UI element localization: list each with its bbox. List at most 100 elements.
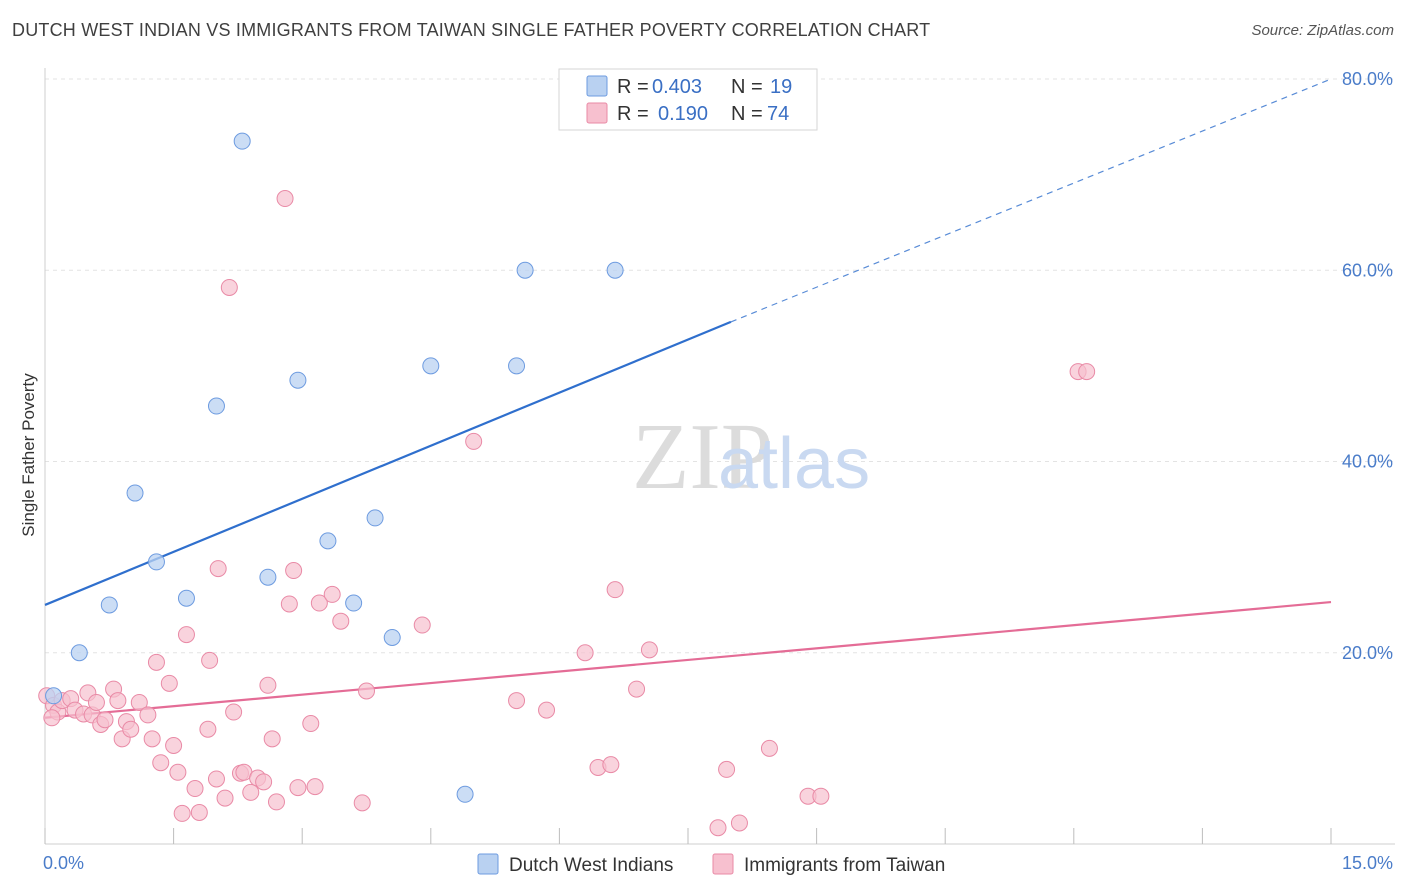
point-dutch-west-indians bbox=[70, 644, 88, 662]
point-immigrants-from-taiwan bbox=[538, 701, 556, 719]
point-immigrants-from-taiwan bbox=[576, 644, 594, 662]
point-immigrants-from-taiwan bbox=[1078, 363, 1096, 381]
point-immigrants-from-taiwan bbox=[267, 793, 285, 811]
point-dutch-west-indians bbox=[516, 261, 534, 279]
point-immigrants-from-taiwan bbox=[760, 739, 778, 757]
point-immigrants-from-taiwan bbox=[289, 779, 307, 797]
watermark-atlas: atlas bbox=[718, 424, 870, 504]
y-tick-label: 80.0% bbox=[1342, 69, 1393, 89]
point-immigrants-from-taiwan bbox=[332, 612, 350, 630]
point-dutch-west-indians bbox=[207, 397, 225, 415]
grid-lines bbox=[45, 78, 1395, 654]
point-immigrants-from-taiwan bbox=[160, 674, 178, 692]
trend-line-dutch-west-indians bbox=[44, 320, 732, 606]
scatter-points bbox=[38, 132, 1096, 837]
legend-r-label-2: R = bbox=[617, 103, 649, 125]
series-swatch-blue bbox=[477, 853, 499, 875]
point-immigrants-from-taiwan bbox=[285, 562, 303, 580]
point-immigrants-from-taiwan bbox=[276, 190, 294, 208]
point-immigrants-from-taiwan bbox=[353, 794, 371, 812]
trend-lines bbox=[44, 78, 1332, 719]
series-legend: Dutch West Indians Immigrants from Taiwa… bbox=[477, 853, 945, 876]
x-tick-label-max: 15.0% bbox=[1342, 853, 1393, 873]
point-dutch-west-indians bbox=[177, 589, 195, 607]
point-immigrants-from-taiwan bbox=[43, 709, 61, 727]
point-immigrants-from-taiwan bbox=[199, 720, 217, 738]
point-dutch-west-indians bbox=[345, 594, 363, 612]
point-immigrants-from-taiwan bbox=[147, 653, 165, 671]
watermark: ZIP atlas bbox=[632, 405, 870, 509]
point-immigrants-from-taiwan bbox=[263, 730, 281, 748]
point-immigrants-from-taiwan bbox=[465, 432, 483, 450]
chart-title: DUTCH WEST INDIAN VS IMMIGRANTS FROM TAI… bbox=[12, 20, 931, 40]
point-dutch-west-indians bbox=[456, 785, 474, 803]
point-immigrants-from-taiwan bbox=[201, 651, 219, 669]
series-name-immigrants-from-taiwan: Immigrants from Taiwan bbox=[744, 855, 945, 876]
y-tick-label: 40.0% bbox=[1342, 452, 1393, 472]
point-dutch-west-indians bbox=[126, 484, 144, 502]
legend-n-label-2: N = bbox=[731, 103, 763, 125]
point-immigrants-from-taiwan bbox=[323, 585, 341, 603]
point-immigrants-from-taiwan bbox=[186, 780, 204, 798]
source-note: Source: ZipAtlas.com bbox=[1251, 22, 1394, 39]
point-dutch-west-indians bbox=[606, 261, 624, 279]
trend-line-dutch-west-indians-extension bbox=[730, 78, 1332, 323]
point-immigrants-from-taiwan bbox=[220, 278, 238, 296]
point-dutch-west-indians bbox=[383, 628, 401, 646]
series-swatch-pink bbox=[712, 853, 734, 875]
trend-line-immigrants-from-taiwan bbox=[44, 600, 1332, 719]
point-dutch-west-indians bbox=[289, 371, 307, 389]
point-immigrants-from-taiwan bbox=[139, 706, 157, 724]
point-immigrants-from-taiwan bbox=[306, 778, 324, 796]
point-immigrants-from-taiwan bbox=[242, 783, 260, 801]
legend-n-value-2: 74 bbox=[767, 103, 789, 125]
point-immigrants-from-taiwan bbox=[207, 770, 225, 788]
point-immigrants-from-taiwan bbox=[602, 756, 620, 774]
point-immigrants-from-taiwan bbox=[165, 737, 183, 755]
legend-swatch-blue bbox=[586, 75, 608, 97]
point-immigrants-from-taiwan bbox=[143, 730, 161, 748]
point-dutch-west-indians bbox=[233, 132, 251, 150]
point-immigrants-from-taiwan bbox=[216, 789, 234, 807]
point-immigrants-from-taiwan bbox=[640, 641, 658, 659]
point-dutch-west-indians bbox=[366, 509, 384, 527]
y-axis-label: Single Father Poverty bbox=[19, 373, 38, 537]
point-immigrants-from-taiwan bbox=[152, 754, 170, 772]
watermark-zip: ZIP bbox=[632, 405, 773, 509]
point-immigrants-from-taiwan bbox=[130, 693, 148, 711]
legend-r-label-1: R = bbox=[617, 76, 649, 98]
point-immigrants-from-taiwan bbox=[709, 819, 727, 837]
point-immigrants-from-taiwan bbox=[812, 787, 830, 805]
point-immigrants-from-taiwan bbox=[225, 703, 243, 721]
point-immigrants-from-taiwan bbox=[122, 720, 140, 738]
point-immigrants-from-taiwan bbox=[173, 804, 191, 822]
legend: R = 0.403 N = 19 R = 0.190 N = 74 bbox=[558, 68, 818, 131]
point-dutch-west-indians bbox=[319, 532, 337, 550]
point-immigrants-from-taiwan bbox=[109, 692, 127, 710]
point-immigrants-from-taiwan bbox=[190, 803, 208, 821]
point-immigrants-from-taiwan bbox=[730, 814, 748, 832]
point-immigrants-from-taiwan bbox=[413, 616, 431, 634]
point-immigrants-from-taiwan bbox=[169, 763, 187, 781]
point-immigrants-from-taiwan bbox=[280, 595, 298, 613]
point-immigrants-from-taiwan bbox=[606, 581, 624, 599]
legend-r-value-2: 0.190 bbox=[658, 103, 708, 125]
point-immigrants-from-taiwan bbox=[628, 680, 646, 698]
point-immigrants-from-taiwan bbox=[255, 773, 273, 791]
x-tick-label-min: 0.0% bbox=[43, 853, 84, 873]
tick-labels: 20.0% 40.0% 60.0% 80.0% 0.0% 15.0% bbox=[43, 69, 1393, 873]
point-immigrants-from-taiwan bbox=[209, 560, 227, 578]
point-immigrants-from-taiwan bbox=[358, 682, 375, 700]
point-immigrants-from-taiwan bbox=[508, 692, 526, 710]
point-immigrants-from-taiwan bbox=[259, 676, 277, 694]
legend-n-value-1: 19 bbox=[770, 76, 792, 98]
point-immigrants-from-taiwan bbox=[302, 715, 320, 733]
legend-r-value-1: 0.403 bbox=[652, 76, 702, 98]
legend-n-label-1: N = bbox=[731, 76, 763, 98]
point-dutch-west-indians bbox=[422, 357, 440, 375]
y-tick-label: 60.0% bbox=[1342, 260, 1393, 280]
point-immigrants-from-taiwan bbox=[310, 594, 328, 612]
point-immigrants-from-taiwan bbox=[718, 760, 736, 778]
point-dutch-west-indians bbox=[508, 357, 526, 375]
legend-swatch-pink bbox=[586, 102, 608, 124]
